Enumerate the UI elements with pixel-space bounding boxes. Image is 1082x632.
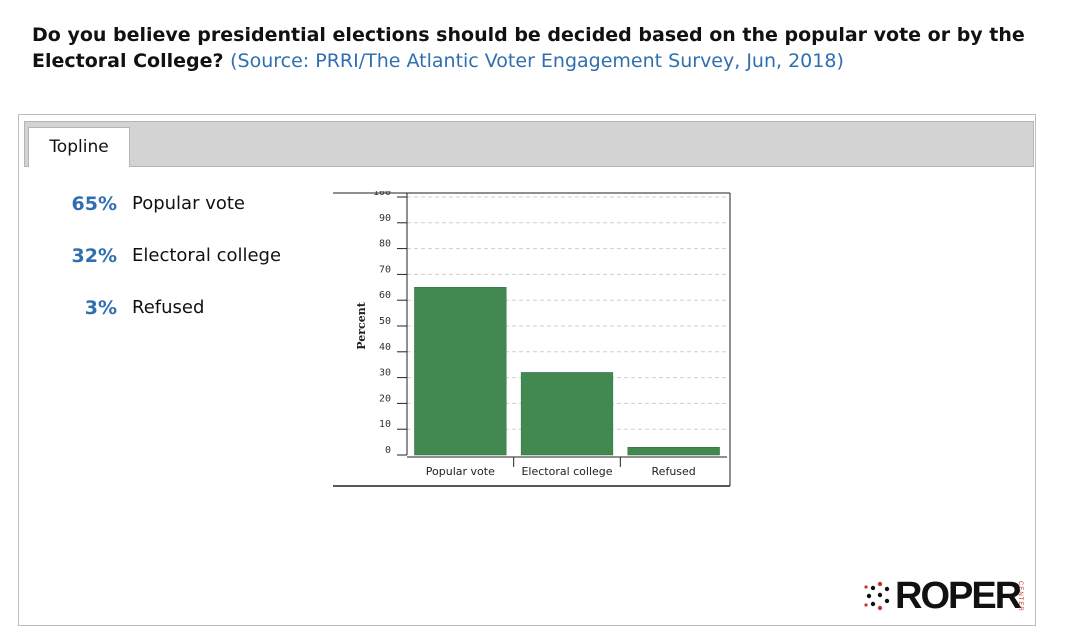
question-source: (Source: PRRI/The Atlantic Voter Engagem… [230,50,844,72]
bar-chart: 0 10 20 30 40 50 60 70 80 90 100 Percent Popular vot… [333,191,733,487]
y-tick-label: 100 [373,191,391,198]
y-tick-label: 80 [379,239,391,250]
x-tick-label: Electoral college [521,465,612,478]
topline-percent: 3% [84,297,117,319]
x-tick-label: Refused [652,465,696,478]
y-tick-label: 90 [379,213,391,224]
bar-electoral-college [520,372,614,456]
y-tick-label: 50 [379,316,391,327]
bar-chart-svg: 0 10 20 30 40 50 60 70 80 90 100 Percent Popular vot… [333,191,731,487]
y-tick-label: 0 [385,445,391,456]
bar-refused [627,447,720,456]
tab-bar: Topline [24,121,1034,167]
bar-popular-vote [414,287,507,456]
x-tick-label: Popular vote [426,465,495,478]
roper-logo-word: ROPER [895,575,1022,617]
roper-logo-mark-icon [864,581,890,611]
y-tick-label: 20 [379,393,391,404]
question-text: Do you believe presidential elections sh… [32,24,1025,72]
results-panel: Topline 65% Popular vote 32% Electoral c… [18,114,1036,626]
roper-center-logo: ROPER CENTER [863,575,1023,617]
y-axis-label: Percent [355,301,368,349]
topline-label: Refused [132,297,205,318]
topline-percent: 65% [71,193,117,215]
question-heading: Do you believe presidential elections sh… [32,22,1042,74]
topline-percent: 32% [71,245,117,267]
y-tick-label: 10 [379,419,391,430]
y-tick-label: 70 [379,264,391,275]
y-tick-label: 60 [379,290,391,301]
topline-label: Electoral college [132,245,282,266]
y-tick-label: 40 [379,342,391,353]
y-tick-label: 30 [379,368,391,379]
topline-label: Popular vote [132,193,246,214]
tab-topline[interactable]: Topline [28,127,130,167]
roper-logo-sub: CENTER [1017,581,1023,612]
